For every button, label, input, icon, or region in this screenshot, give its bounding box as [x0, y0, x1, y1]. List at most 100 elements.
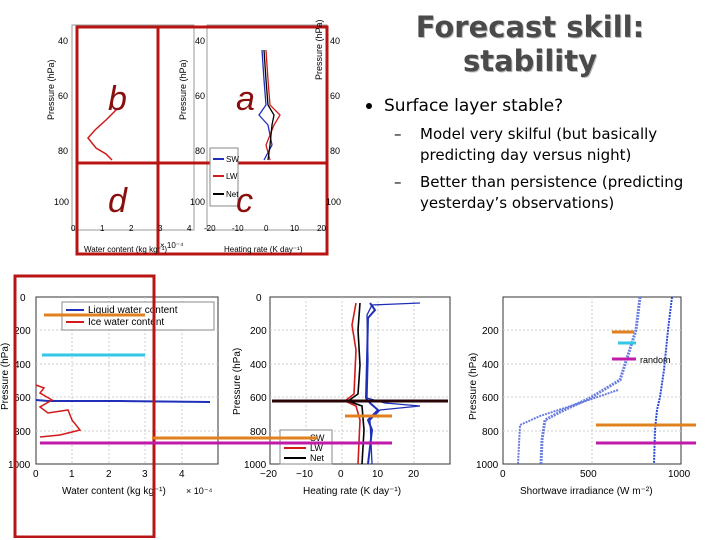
small-ytick: 60	[330, 91, 340, 101]
small-xtick: 20	[317, 224, 326, 233]
large-xtick: 20	[408, 469, 420, 480]
large-right-xlabel: Shortwave irradiance (W m⁻²)	[520, 486, 653, 497]
small-left-axes	[71, 24, 195, 231]
small-figure: Pressure (hPa) Pressure (hPa) Pressure (…	[46, 20, 341, 256]
small-ytick: 60	[58, 91, 68, 101]
bullet-dot-icon	[366, 103, 372, 109]
large-xtick: 3	[142, 469, 148, 480]
small-ytick: 100	[54, 197, 69, 207]
large-ytick: 1000	[244, 460, 267, 471]
panel-letter-b: b	[108, 80, 127, 118]
liquid-water-curve	[35, 399, 211, 403]
bullet-main: Surface layer stable?	[366, 96, 563, 116]
small-legend-sw: SW	[226, 155, 239, 164]
panel-letter-a: a	[236, 80, 255, 118]
small-xtick: 10	[290, 224, 299, 233]
small-xtick: -20	[204, 224, 216, 233]
small-xtick: 0	[71, 224, 76, 233]
small-legend-net: Net	[226, 190, 239, 199]
large-xtick: −10	[296, 469, 313, 480]
small-xtick: 3	[158, 224, 163, 233]
small-xtick: 0	[264, 224, 269, 233]
small-ice-curve	[87, 107, 119, 161]
dash-icon: –	[394, 173, 402, 191]
small-ytick: 80	[58, 146, 68, 156]
large-xtick: 500	[580, 469, 597, 480]
large-figure: Pressure (hPa) 0 200 400 600 800 1000 0 …	[0, 274, 696, 538]
large-lw-curve	[343, 302, 361, 465]
large-xtick: −20	[260, 469, 277, 480]
small-left-xlabel: Water content (kg kg⁻¹)	[84, 245, 167, 254]
large-mid-ylabel: Pressure (hPa)	[232, 348, 243, 415]
large-net-curve	[346, 302, 365, 465]
small-left-ylabel: Pressure (hPa)	[46, 59, 56, 120]
large-ytick: 800	[14, 427, 31, 438]
slide-title: Forecast skill: stability	[380, 10, 680, 78]
large-ytick: 200	[250, 326, 267, 337]
legend-ice: Ice water content	[88, 317, 164, 328]
title-line-2: stability	[462, 44, 598, 78]
small-ytick: 80	[330, 146, 340, 156]
large-ytick: 400	[14, 360, 31, 371]
small-ytick: 100	[326, 197, 341, 207]
bullet-main-text: Surface layer stable?	[384, 96, 564, 116]
legend-lw: LW	[310, 443, 323, 453]
large-ytick: 200	[14, 326, 31, 337]
small-ytick: 80	[195, 146, 205, 156]
large-ytick: 200	[482, 326, 499, 337]
large-xtick: 2	[106, 469, 112, 480]
large-ytick: 1000	[8, 460, 31, 471]
large-left-xexp: × 10⁻⁴	[186, 486, 213, 496]
large-ytick: 0	[256, 293, 262, 304]
large-ytick: 800	[482, 427, 499, 438]
panel-letter-c: c	[236, 182, 253, 220]
sub-bullet-2: – Better than persistence (predicting ye…	[394, 172, 710, 214]
large-mid-xlabel: Heating rate (K day⁻¹)	[303, 486, 401, 497]
random-label: random	[640, 355, 671, 365]
large-left-ylabel: Pressure (hPa)	[0, 343, 11, 410]
large-ytick: 400	[250, 360, 267, 371]
large-ytick: 800	[250, 427, 267, 438]
large-xtick: 1000	[668, 469, 691, 480]
title-line-1: Forecast skill:	[415, 10, 645, 44]
small-net-curve	[263, 49, 275, 161]
small-legend-lw: LW	[226, 172, 238, 181]
small-xtick: -10	[232, 224, 244, 233]
small-ytick: 40	[330, 36, 340, 46]
small-sw-curve	[258, 49, 273, 161]
large-xtick: 0	[33, 469, 39, 480]
small-mid-xlabel: Heating rate (K day⁻¹)	[224, 245, 303, 254]
large-xtick: 0	[500, 469, 506, 480]
large-xtick: 0	[338, 469, 344, 480]
small-ytick: 60	[195, 91, 205, 101]
small-xtick: 2	[129, 224, 134, 233]
small-lw-curve	[265, 49, 281, 161]
irradiance-curve-2	[539, 296, 642, 465]
large-ytick: 600	[482, 393, 499, 404]
small-ytick: 40	[58, 36, 68, 46]
legend-liquid: Liquid water content	[88, 305, 178, 316]
dash-icon: –	[394, 125, 402, 143]
small-mid-ylabel: Pressure (hPa)	[178, 59, 188, 120]
irradiance-curve-3	[517, 389, 619, 465]
small-xtick: 1	[100, 224, 105, 233]
sub-bullet-2-text: Better than persistence (predicting yest…	[420, 173, 684, 212]
ice-water-curve	[35, 384, 82, 438]
small-ytick: 100	[190, 197, 205, 207]
small-left-xexp: × 10⁻⁴	[160, 241, 184, 250]
large-left-xlabel: Water content (kg kg⁻¹)	[62, 486, 166, 497]
small-right-ylabel: Pressure (hPa)	[314, 20, 324, 80]
large-xtick: 10	[372, 469, 384, 480]
large-ytick: 1000	[476, 460, 499, 471]
small-red-frame	[75, 25, 329, 256]
sub-bullet-1-text: Model very skilful (but basically predic…	[420, 125, 658, 164]
large-xtick: 1	[69, 469, 75, 480]
large-right-ylabel: Pressure (hPa)	[468, 353, 479, 420]
large-red-frame	[13, 274, 156, 538]
irradiance-curve-1	[653, 296, 673, 465]
sub-bullet-1: – Model very skilful (but basically pred…	[394, 124, 710, 166]
large-xtick: 4	[179, 469, 185, 480]
panel-letter-d: d	[108, 182, 128, 220]
small-ytick: 40	[195, 36, 205, 46]
large-ytick: 600	[14, 393, 31, 404]
